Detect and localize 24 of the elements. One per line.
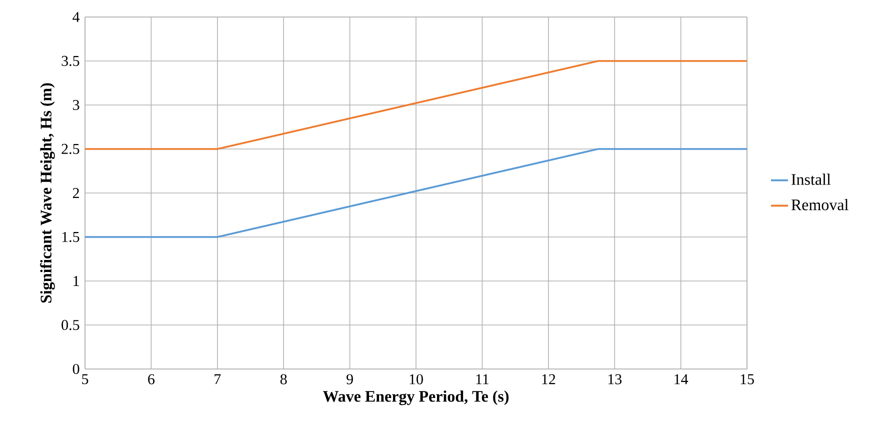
x-tick-label: 12: [542, 374, 556, 384]
x-tick-label: 5: [82, 374, 88, 384]
x-tick-label: 11: [476, 374, 489, 384]
y-tick-label: 0.5: [62, 320, 80, 330]
x-tick-label: 10: [410, 374, 423, 384]
x-tick-label: 8: [280, 374, 287, 384]
x-tick-label: 6: [148, 374, 155, 384]
x-axis-title: Wave Energy Period, Te (s): [322, 390, 509, 406]
legend-label: Removal: [791, 198, 848, 210]
x-tick-label: 13: [608, 374, 622, 384]
y-axis-title: Significant Wave Height, Hs (m): [40, 83, 55, 303]
y-tick-label: 3.5: [62, 56, 80, 66]
legend-label: Install: [792, 174, 831, 185]
x-tick-label: 7: [214, 374, 221, 384]
y-tick-label: 0: [72, 364, 80, 374]
y-tick-label: 2.5: [62, 144, 80, 154]
y-tick-label: 1: [74, 276, 79, 286]
y-tick-label: 4: [72, 12, 80, 22]
y-tick-label: 2: [72, 188, 79, 198]
x-tick-label: 14: [674, 374, 688, 384]
y-tick-label: 3: [73, 100, 80, 110]
x-tick-label: 15: [740, 374, 754, 384]
y-tick-label: 1.5: [62, 232, 80, 242]
x-tick-label: 9: [346, 374, 353, 384]
